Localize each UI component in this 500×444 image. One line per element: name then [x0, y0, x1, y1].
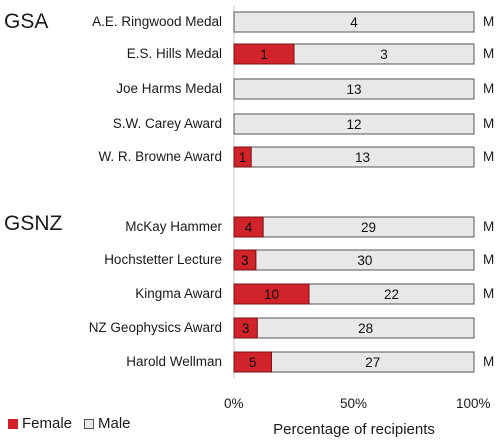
bar-female-0-1 — [233, 43, 295, 65]
data-label-male-0-0: 4 — [350, 15, 358, 30]
marker-label: M — [483, 149, 495, 164]
data-label-male-0-3: 12 — [346, 117, 361, 132]
marker-label: M — [483, 116, 495, 131]
bar-female-1-2 — [233, 283, 310, 305]
group-label-gsa: GSA — [4, 10, 49, 33]
bar-female-1-1 — [233, 249, 257, 271]
legend-female-swatch — [8, 419, 18, 429]
legend-male-swatch — [84, 419, 94, 429]
category-label: Hochstetter Lecture — [104, 252, 222, 267]
data-label-female-1-2: 10 — [264, 287, 279, 302]
category-label: A.E. Ringwood Medal — [92, 14, 222, 29]
data-label-male-0-1: 3 — [380, 47, 388, 62]
data-label-female-0-1: 1 — [260, 47, 268, 62]
x-tick-0: 0% — [224, 396, 244, 411]
data-label-female-1-3: 3 — [242, 321, 250, 336]
group-label-gsnz: GSNZ — [4, 212, 63, 235]
marker-label: M — [483, 46, 495, 61]
data-label-male-1-3: 28 — [358, 321, 373, 336]
data-label-male-1-1: 30 — [357, 253, 372, 268]
bar-male-0-3 — [233, 113, 475, 135]
bar-male-0-2 — [233, 78, 475, 100]
category-label: W. R. Browne Award — [98, 149, 222, 164]
data-label-male-1-0: 29 — [361, 220, 376, 235]
marker-label: M — [483, 286, 495, 301]
category-label: Harold Wellman — [126, 354, 222, 369]
x-tick-100: 100% — [456, 396, 491, 411]
data-label-male-1-4: 27 — [365, 355, 380, 370]
marker-label: M — [483, 81, 495, 96]
bar-female-1-3 — [233, 317, 258, 339]
data-label-male-1-2: 22 — [384, 287, 399, 302]
data-label-female-0-4: 1 — [239, 150, 247, 165]
data-label-male-0-2: 13 — [346, 82, 361, 97]
category-label: McKay Hammer — [125, 219, 222, 234]
category-label: Joe Harms Medal — [116, 81, 222, 96]
bar-female-1-4 — [233, 351, 272, 373]
x-tick-50: 50% — [340, 396, 368, 411]
category-label: Kingma Award — [135, 286, 222, 301]
bar-male-0-0 — [233, 11, 475, 33]
legend-male-label: Male — [98, 415, 131, 432]
marker-label: M — [483, 14, 495, 29]
data-label-female-1-0: 4 — [245, 220, 253, 235]
data-label-male-0-4: 13 — [355, 150, 370, 165]
x-axis-label: Percentage of recipients — [273, 421, 435, 438]
category-label: E.S. Hills Medal — [126, 46, 222, 61]
bar-female-0-4 — [233, 146, 252, 168]
marker-label: M — [483, 354, 495, 369]
marker-label: M — [483, 252, 495, 267]
bar-female-1-0 — [233, 216, 264, 238]
category-label: NZ Geophysics Award — [88, 320, 222, 335]
legend-female-label: Female — [22, 415, 73, 432]
data-label-female-1-4: 5 — [249, 355, 257, 370]
data-label-female-1-1: 3 — [241, 253, 249, 268]
category-label: S.W. Carey Award — [112, 116, 222, 131]
marker-label: M — [483, 219, 495, 234]
